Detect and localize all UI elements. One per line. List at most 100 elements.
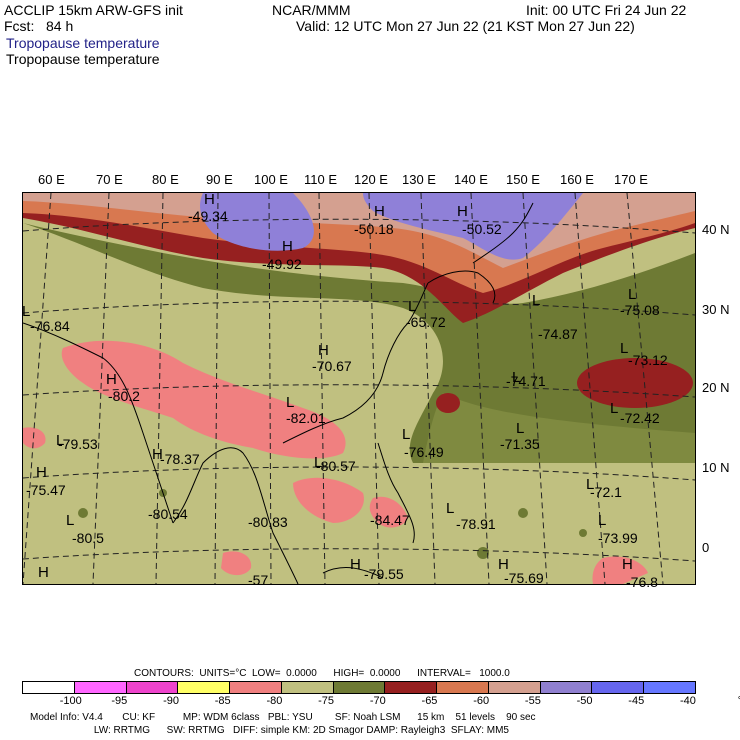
init-time: Init: 00 UTC Fri 24 Jun 22: [526, 2, 687, 18]
band-minus80: [293, 477, 364, 523]
high-center-marker: H: [622, 556, 633, 573]
center-value-label: -57: [248, 572, 269, 588]
center-value-label: -76.49: [404, 444, 444, 460]
field-title-contour: Tropopause temperature: [6, 51, 160, 67]
colorbar-swatch: [23, 682, 75, 693]
lon-label: 100 E: [254, 172, 288, 187]
center-value-label: -71.35: [500, 436, 540, 452]
lon-label: 120 E: [354, 172, 388, 187]
high-center-marker: H: [38, 564, 49, 581]
high-center-marker: H: [282, 238, 293, 255]
center-value-label: -75.47: [26, 482, 66, 498]
colorbar: [22, 681, 696, 694]
band-minus72: [423, 393, 695, 463]
center-value-label: -50.52: [462, 221, 502, 237]
center-value-label: -70.67: [312, 358, 352, 374]
colorbar-swatch: [178, 682, 231, 693]
center-value-label: -79.53: [58, 436, 98, 452]
low-center-marker: L: [402, 426, 411, 443]
high-center-marker: H: [498, 556, 509, 573]
colorbar-swatch: [74, 682, 127, 693]
center-value-label: -84.47: [370, 512, 410, 528]
center-value-label: -82.01: [286, 410, 326, 426]
colorbar-tick-label: °C: [737, 695, 740, 707]
high-center-marker: H: [36, 464, 47, 481]
org-label: NCAR/MMM: [272, 2, 351, 18]
tropopause-temperature-map: [22, 192, 696, 585]
center-value-label: -80.83: [248, 514, 288, 530]
lon-label: 80 E: [152, 172, 179, 187]
center-value-label: -65.72: [406, 314, 446, 330]
contours-info: CONTOURS: UNITS=°C LOW= 0.0000 HIGH= 0.0…: [134, 668, 510, 679]
lon-label: 150 E: [506, 172, 540, 187]
band-minus80: [369, 496, 408, 528]
high-center-marker: H: [374, 203, 385, 220]
lon-label: 140 E: [454, 172, 488, 187]
colorbar-swatch: [281, 682, 334, 693]
lon-label: 170 E: [614, 172, 648, 187]
high-center-marker: H: [350, 556, 361, 573]
colorbar-tick-label: -50: [576, 695, 593, 707]
lon-label: 130 E: [402, 172, 436, 187]
lon-label: 70 E: [96, 172, 123, 187]
center-value-label: -80.57: [316, 458, 356, 474]
colorbar-tick-label: -70: [369, 695, 386, 707]
center-value-label: -74.87: [538, 326, 578, 342]
colorbar-tick-label: -95: [111, 695, 128, 707]
model-info-physics: LW: RRTMG SW: RRTMG DIFF: simple KM: 2D …: [30, 725, 509, 736]
center-value-label: -78.37: [160, 451, 200, 467]
center-value-label: -73.99: [598, 530, 638, 546]
colorbar-tick-label: -80: [266, 695, 283, 707]
colorbar-swatch: [488, 682, 541, 693]
lat-label: 40 N: [702, 222, 730, 237]
low-center-marker: L: [586, 476, 595, 493]
high-center-marker: H: [457, 203, 468, 220]
band-minus80: [61, 340, 346, 459]
center-value-label: -72.1: [590, 484, 622, 500]
colorbar-tick-label: -65: [421, 695, 438, 707]
model-info: Model Info: V4.4 CU: KF MP: WDM 6class P…: [30, 712, 536, 723]
colorbar-swatch: [230, 682, 282, 693]
band-minus70: [23, 223, 695, 463]
coastlines: [23, 202, 534, 584]
graticule: [23, 193, 695, 584]
band-minus80: [23, 427, 46, 449]
colorbar-tick-label: -45: [628, 695, 645, 707]
center-value-label: -50.18: [354, 221, 394, 237]
center-value-label: -80.5: [72, 530, 104, 546]
center-value-label: -76.8: [626, 574, 658, 590]
high-center-marker: H: [106, 371, 117, 388]
lat-label: 0: [702, 540, 710, 555]
center-value-label: -49.34: [188, 208, 228, 224]
colorbar-swatch: [126, 682, 179, 693]
band-minus50: [200, 193, 314, 251]
colorbar-swatch: [385, 682, 438, 693]
low-center-marker: L: [408, 298, 417, 315]
low-center-marker: L: [314, 454, 323, 471]
low-center-marker: L: [610, 400, 619, 417]
lat-label: 30 N: [702, 302, 730, 317]
high-center-marker: H: [204, 191, 215, 208]
colorbar-tick-label: -55: [524, 695, 541, 707]
colorbar-swatch: [592, 682, 645, 693]
colorbar-tick-label: -75: [318, 695, 335, 707]
band-minus80: [221, 551, 252, 576]
band-minus65: [436, 393, 460, 413]
high-center-marker: H: [152, 446, 163, 463]
lon-label: 90 E: [206, 172, 233, 187]
colorbar-tick-label: -40: [680, 695, 696, 707]
lon-label: 160 E: [560, 172, 594, 187]
band-minus65: [577, 358, 693, 408]
center-value-label: -80.2: [108, 388, 140, 404]
low-center-marker: L: [22, 303, 31, 320]
colorbar-tick-label: -100: [59, 695, 82, 707]
lat-label: 20 N: [702, 380, 730, 395]
low-center-marker: L: [598, 512, 607, 529]
low-center-marker: L: [512, 369, 521, 386]
lon-label: 110 E: [304, 172, 338, 187]
center-value-label: -49.92: [262, 256, 302, 272]
lat-label: 10 N: [702, 460, 730, 475]
lon-label: 60 E: [38, 172, 65, 187]
center-value-label: -73.12: [628, 352, 668, 368]
center-value-label: -78.91: [456, 516, 496, 532]
